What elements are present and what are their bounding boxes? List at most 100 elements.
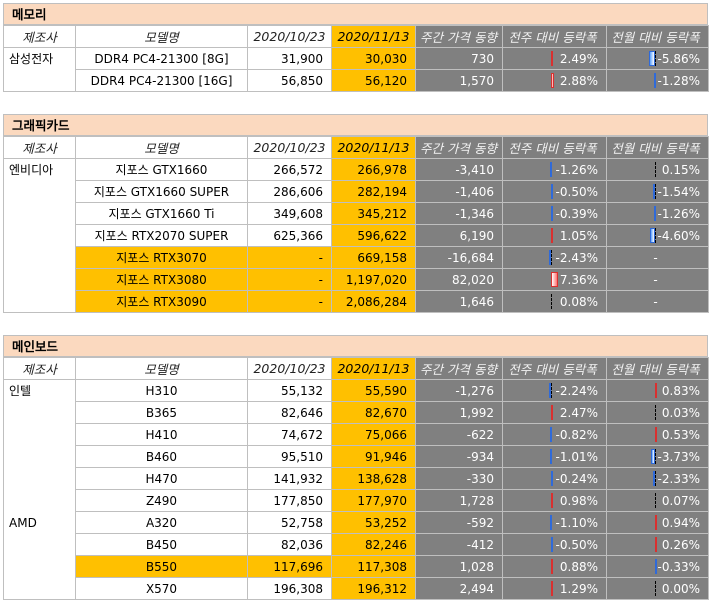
mom-rate-cell: -1.54% [606, 180, 709, 203]
price-oct-value: 266,572 [273, 162, 323, 177]
model-cell: 지포스 GTX1660 SUPER [75, 180, 248, 203]
bar-axis [655, 228, 656, 243]
weekly-change-cell: 730 [415, 47, 503, 70]
weekly-change-value: 1,728 [459, 493, 494, 508]
price-nov-cell: 75,066 [331, 423, 416, 446]
model-cell: 지포스 GTX1660 [75, 158, 248, 181]
price-oct-cell: 196,308 [247, 577, 332, 600]
price-nov-value: 177,970 [357, 493, 407, 508]
model-value: 지포스 RTX3080 [116, 273, 207, 287]
maker-value: 엔비디아 [9, 163, 54, 178]
mom-rate-cell: - [606, 290, 709, 313]
positive-data-bar [655, 427, 657, 442]
model-cell: DDR4 PC4-21300 [16G] [75, 69, 248, 92]
column-header-row: 제조사 모델명 2020/10/23 2020/11/13 주간 가격 동향 전주 대비 … [3, 357, 709, 380]
price-oct-cell: 141,932 [247, 467, 332, 490]
column-header-mom-rate: 전월 대비 등락폭 [606, 136, 709, 159]
model-cell: B450 [75, 533, 248, 556]
maker-value: 인텔 [9, 384, 32, 399]
price-oct-value: 196,308 [273, 581, 323, 596]
maker-cell [3, 577, 76, 600]
wow-rate-value: 0.88% [559, 559, 598, 574]
negative-data-bar [649, 51, 655, 66]
maker-cell: AMD [3, 511, 76, 534]
price-oct-cell: 55,132 [247, 379, 332, 402]
negative-data-bar [549, 449, 552, 464]
price-nov-value: 91,946 [365, 449, 407, 464]
mom-rate-value: 0.53% [661, 427, 700, 442]
table-row: B450 82,036 82,246 -412 -0.50% 0.26% [3, 533, 709, 556]
table-row: 지포스 GTX1660 Ti 349,608 345,212 -1,346 -0.39%… [3, 202, 709, 225]
model-value: DDR4 PC4-21300 [8G] [94, 51, 229, 66]
column-header-row: 제조사 모델명 2020/10/23 2020/11/13 주간 가격 동향 전주 대비 … [3, 136, 709, 159]
positive-data-bar [551, 272, 559, 287]
column-header-wow-rate: 전주 대비 등락폭 [502, 357, 607, 380]
column-header-model: 모델명 [75, 25, 248, 48]
price-oct-value: 82,036 [281, 537, 323, 552]
model-value: 지포스 RTX2070 SUPER [94, 229, 229, 243]
bar-axis [655, 493, 656, 508]
model-value: A320 [145, 515, 178, 530]
price-nov-cell: 82,670 [331, 401, 416, 424]
table-row: X570 196,308 196,312 2,494 1.29% 0.00% [3, 577, 709, 600]
table-row: 지포스 RTX3090 - 2,086,284 1,646 0.08% - [3, 290, 709, 313]
weekly-change-cell: -622 [415, 423, 503, 446]
weekly-change-value: -3,410 [455, 162, 494, 177]
price-nov-cell: 117,308 [331, 555, 416, 578]
maker-cell [3, 202, 76, 225]
negative-data-bar [651, 449, 655, 464]
positive-data-bar [655, 537, 657, 552]
weekly-change-cell: 2,494 [415, 577, 503, 600]
mom-rate-value: 0.15% [661, 162, 700, 177]
bar-axis [551, 250, 552, 265]
price-nov-cell: 282,194 [331, 180, 416, 203]
model-cell: H310 [75, 379, 248, 402]
weekly-change-value: 6,190 [459, 228, 494, 243]
price-oct-value: 74,672 [281, 427, 323, 442]
column-header-date1: 2020/10/23 [247, 136, 332, 159]
table-row: H470 141,932 138,628 -330 -0.24% -2.33% [3, 467, 709, 490]
maker-cell [3, 180, 76, 203]
model-cell: 지포스 RTX3080 [75, 268, 248, 291]
price-nov-cell: 345,212 [331, 202, 416, 225]
section-title: 그래픽카드 [3, 114, 708, 136]
model-value: X570 [145, 581, 178, 596]
mom-rate-value: 0.94% [661, 515, 700, 530]
weekly-change-value: -412 [466, 537, 494, 552]
price-oct-value: 52,758 [281, 515, 323, 530]
maker-cell [3, 489, 76, 512]
model-cell: B365 [75, 401, 248, 424]
weekly-change-value: -1,406 [455, 184, 494, 199]
bar-axis [655, 581, 656, 596]
model-value: H410 [145, 427, 178, 442]
mom-rate-cell: -5.86% [606, 47, 709, 70]
wow-rate-cell: -0.50% [502, 533, 607, 556]
price-oct-value: 177,850 [273, 493, 323, 508]
model-value: H310 [145, 383, 178, 398]
wow-rate-cell: 0.88% [502, 555, 607, 578]
wow-rate-value: 2.49% [559, 51, 598, 66]
model-value: 지포스 GTX1660 Ti [108, 207, 215, 221]
positive-data-bar [551, 559, 553, 574]
negative-data-bar [548, 250, 551, 265]
price-oct-value: 31,900 [281, 51, 323, 66]
price-oct-cell: 74,672 [247, 423, 332, 446]
table-row: B550 117,696 117,308 1,028 0.88% -0.33% [3, 555, 709, 578]
price-oct-cell: - [247, 268, 332, 291]
price-oct-value: 141,932 [273, 471, 323, 486]
weekly-change-cell: -3,410 [415, 158, 503, 181]
price-oct-value: 82,646 [281, 405, 323, 420]
mom-rate-value: 0.00% [661, 581, 700, 596]
wow-rate-value: -1.26% [555, 162, 598, 177]
weekly-change-value: 1,646 [459, 294, 494, 309]
wow-rate-cell: 0.08% [502, 290, 607, 313]
negative-data-bar [550, 206, 553, 221]
section-2: 그래픽카드 제조사 모델명 2020/10/23 2020/11/13 주간 가격 동향 전… [3, 114, 709, 313]
bar-axis [655, 184, 656, 199]
negative-data-bar [650, 228, 655, 243]
maker-cell [3, 555, 76, 578]
weekly-change-value: 1,992 [459, 405, 494, 420]
wow-rate-cell: 1.05% [502, 224, 607, 247]
bar-axis [551, 383, 552, 398]
price-table: 제조사 모델명 2020/10/23 2020/11/13 주간 가격 동향 전주 대비 … [3, 136, 709, 313]
